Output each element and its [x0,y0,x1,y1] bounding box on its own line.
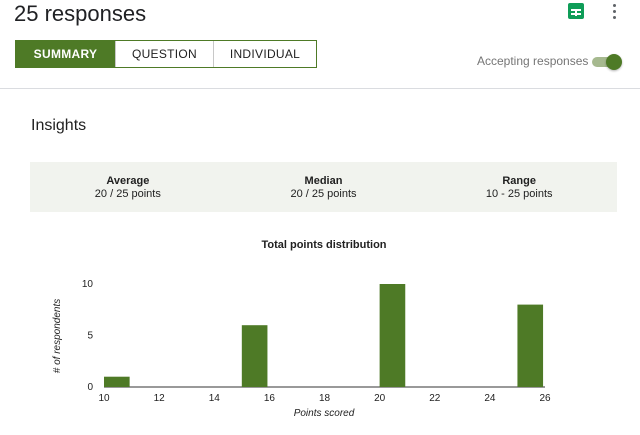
y-tick-label: 0 [87,382,93,393]
toggle-thumb [606,54,622,70]
more-dot [613,10,616,13]
x-tick-label: 18 [319,393,331,404]
tab-question[interactable]: QUESTION [115,41,213,67]
response-tabs: SUMMARY QUESTION INDIVIDUAL [15,40,317,68]
x-tick-label: 12 [154,393,166,404]
x-ticks-group: 10 12 14 16 18 20 22 24 26 [98,393,551,404]
stat-label: Average [106,174,150,187]
bar-25[interactable] [517,304,544,387]
bar-15[interactable] [241,325,268,387]
x-tick-label: 24 [484,393,496,404]
x-tick-label: 16 [264,393,276,404]
x-axis-label: Points scored [294,408,355,419]
bars-group [104,284,544,387]
x-tick-label: 22 [429,393,441,404]
stat-label: Median [304,174,343,187]
y-axis-label: # of respondents [52,299,63,374]
stat-average: Average 20 / 25 points [30,162,226,212]
google-sheets-icon[interactable] [568,3,584,19]
page-title: 25 responses [14,1,147,26]
x-tick-label: 26 [539,393,551,404]
more-dot [613,16,616,19]
insights-stats: Average 20 / 25 points Median 20 / 25 po… [30,162,617,212]
more-dot [613,4,616,7]
x-tick-label: 10 [98,393,110,404]
tab-individual[interactable]: INDIVIDUAL [213,41,316,67]
insights-heading: Insights [31,117,87,134]
y-tick-label: 10 [82,279,94,290]
toggle-track [592,57,618,67]
sheets-icon-line [575,9,577,16]
tab-summary[interactable]: SUMMARY [16,41,115,67]
x-tick-label: 20 [374,393,386,404]
bar-20[interactable] [379,284,406,387]
points-distribution-chart: Total points distribution Points scored … [0,230,640,430]
bar-10[interactable] [104,376,130,387]
y-tick-label: 5 [87,331,93,342]
accepting-responses-label: Accepting responses [477,54,589,68]
header-divider [0,88,640,89]
x-tick-label: 14 [209,393,221,404]
stat-value: 20 / 25 points [290,187,357,200]
stat-label: Range [502,174,536,187]
stat-range: Range 10 - 25 points [421,162,617,212]
chart-title: Total points distribution [261,239,386,251]
chart-svg: Total points distribution Points scored … [52,239,551,419]
stat-value: 10 - 25 points [485,187,553,200]
stat-value: 20 / 25 points [94,187,161,200]
stat-median: Median 20 / 25 points [226,162,422,212]
more-vert-icon[interactable] [611,2,619,20]
y-ticks-group: 0 5 10 [82,279,94,393]
accepting-responses-toggle[interactable] [592,54,624,70]
